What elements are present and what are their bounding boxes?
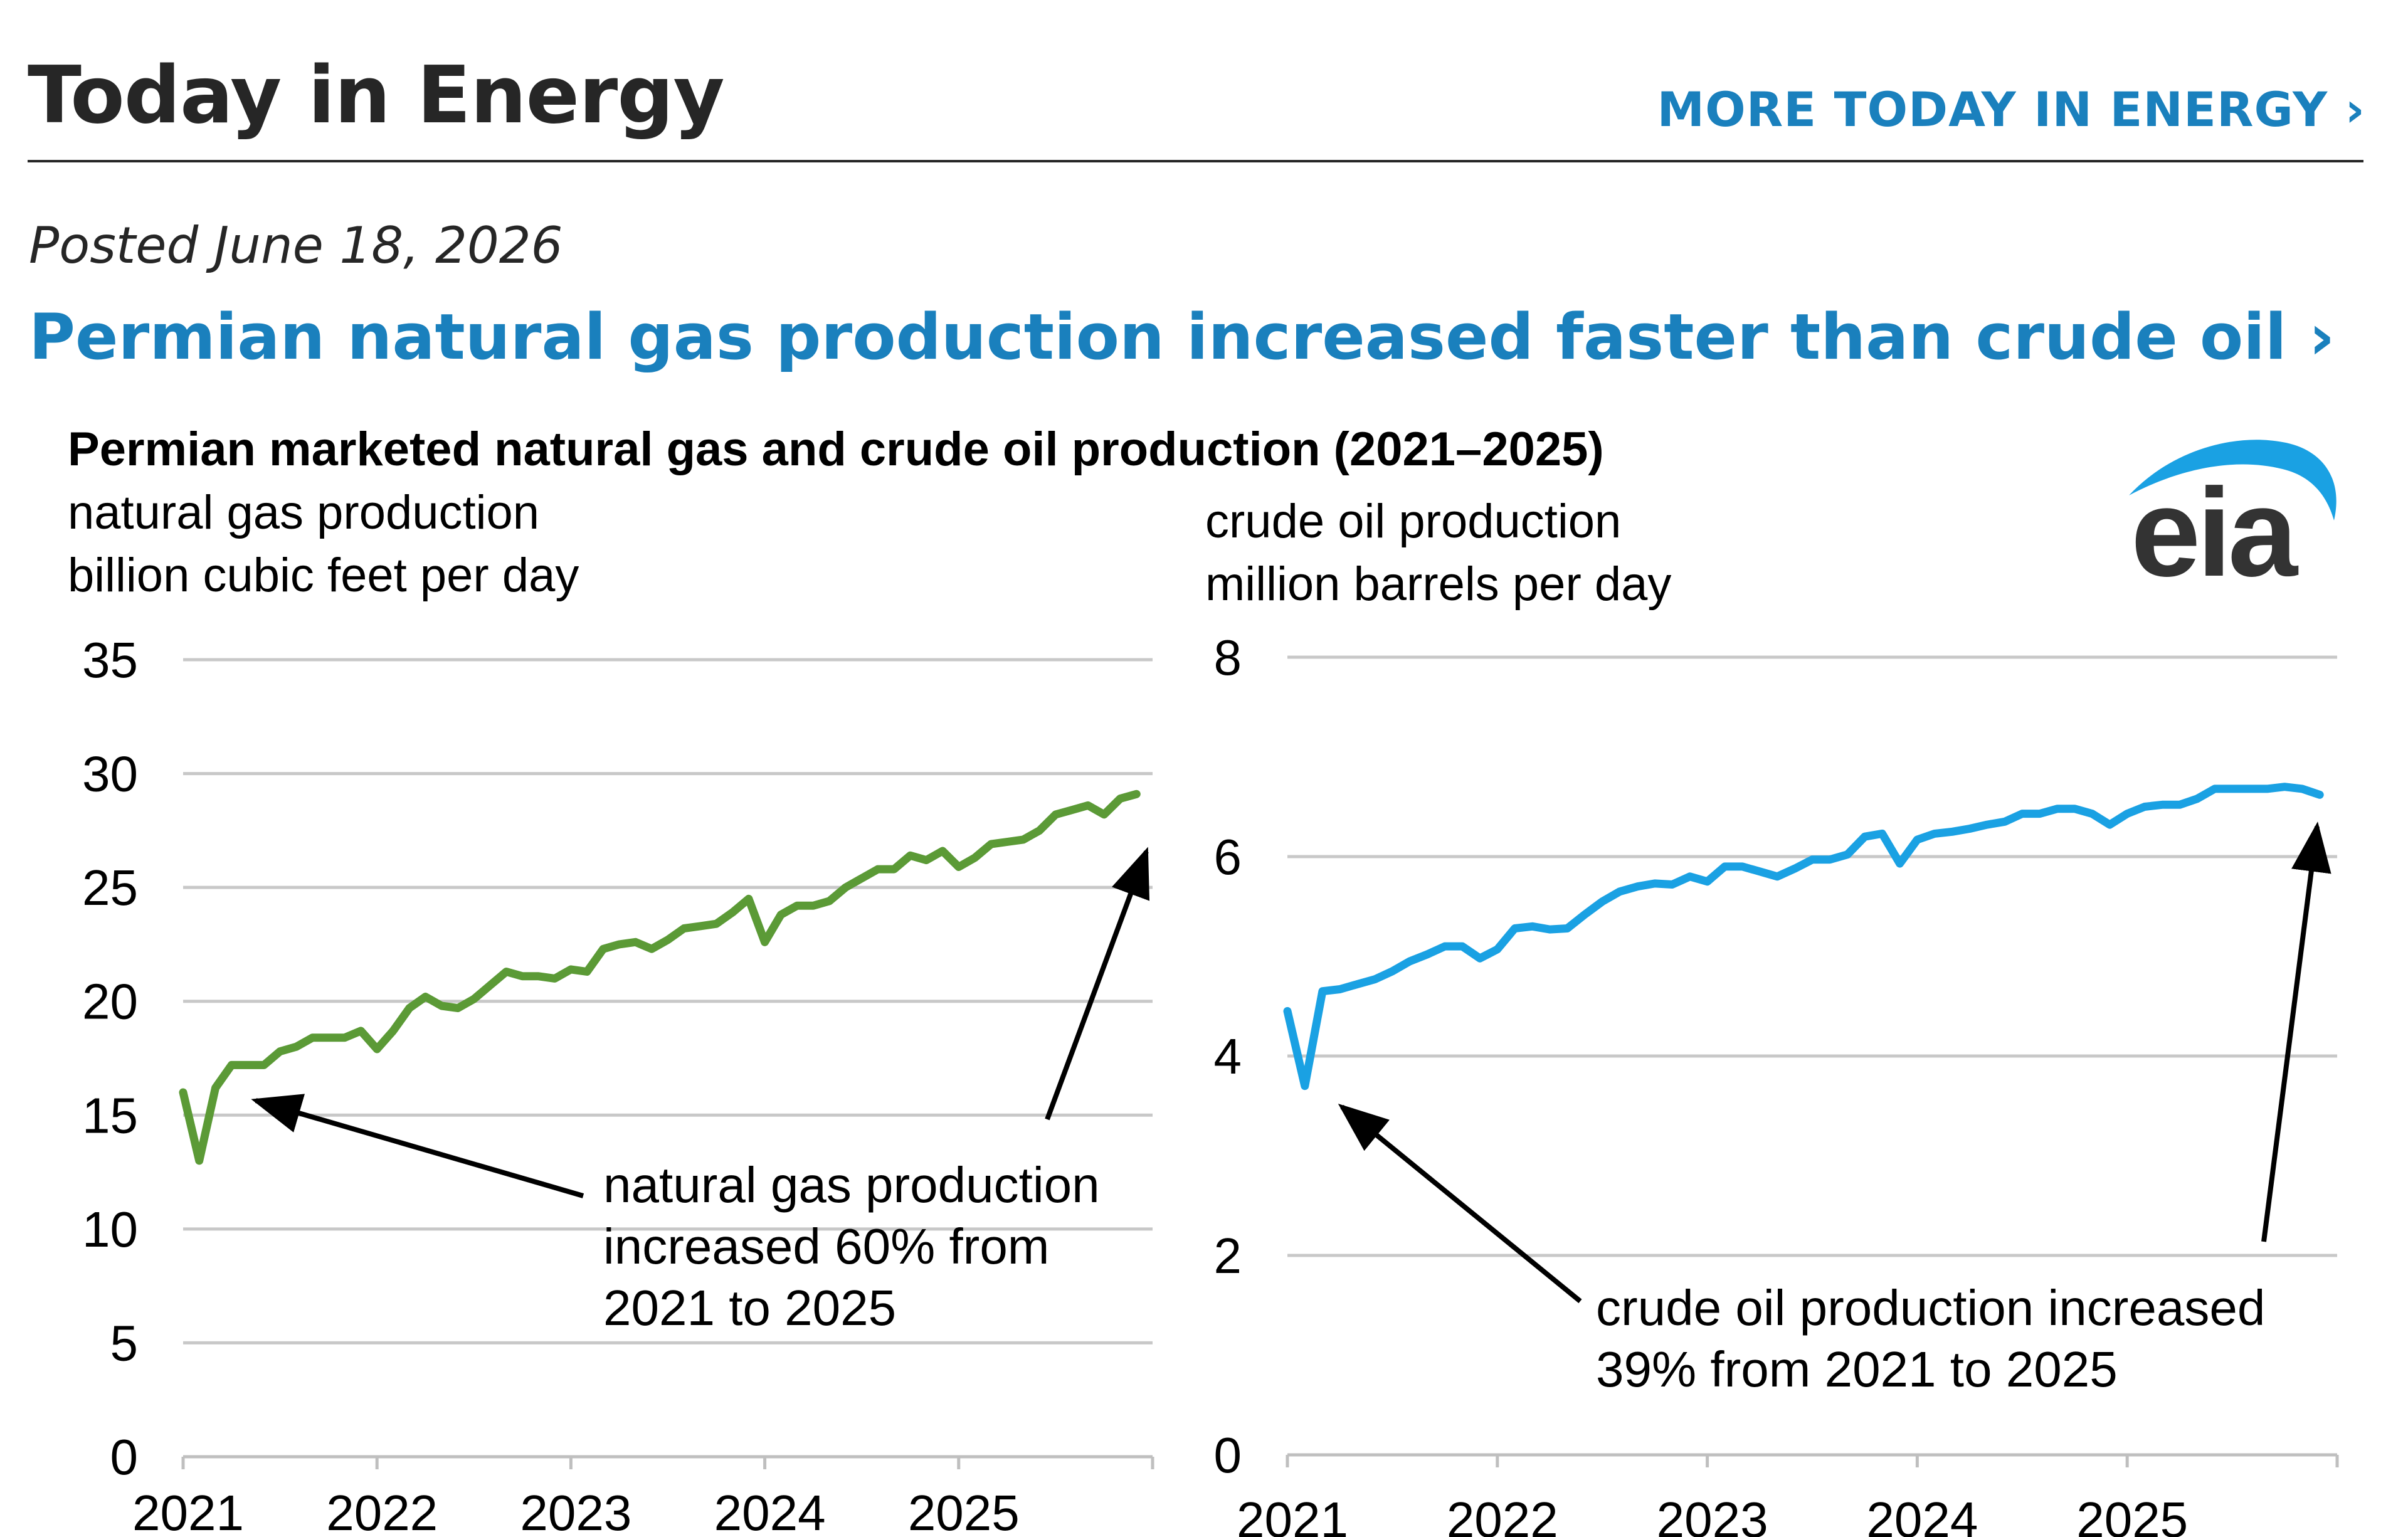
oil-y-tick-label: 6 — [1214, 829, 1242, 885]
gas-chart-panel: natural gas production billion cubic feet… — [68, 486, 1154, 1537]
gas-y-tick-label: 5 — [110, 1315, 139, 1371]
gas-annotation-arrow — [1045, 847, 1150, 1121]
gas-y-tick-label: 35 — [82, 632, 138, 688]
oil-y-tick-label: 8 — [1214, 630, 1242, 685]
gas-x-tick-label: 2024 — [714, 1485, 826, 1537]
oil-x-tick-label: 2024 — [1866, 1492, 1978, 1537]
gas-x-tick-label: 2022 — [326, 1485, 438, 1537]
figure-title: Permian marketed natural gas and crude o… — [68, 423, 1604, 476]
oil-unit-label-line1: crude oil production — [1205, 495, 1621, 548]
gas-annotation-text: increased 60% from — [603, 1218, 1049, 1274]
oil-unit-label-line2: million barrels per day — [1205, 557, 1671, 611]
gas-x-tick-label: 2025 — [908, 1485, 1020, 1537]
gas-unit-label-line1: natural gas production — [68, 486, 539, 539]
eia-logo-icon: eia — [2129, 440, 2337, 603]
posted-date: Posted June 18, 2026 — [29, 216, 563, 275]
gas-series-line — [179, 790, 1141, 1165]
gas-annotation-arrow — [251, 1094, 584, 1198]
more-today-in-energy-link[interactable]: MORE TODAY IN ENERGY › — [1657, 82, 2365, 137]
gas-x-tick-label: 2023 — [520, 1485, 631, 1537]
oil-y-tick-label: 4 — [1214, 1028, 1242, 1084]
oil-x-tick-label: 2021 — [1237, 1492, 1348, 1537]
oil-annotation-arrow — [2261, 821, 2331, 1242]
oil-x-tick-label: 2023 — [1657, 1492, 1768, 1537]
oil-chart-panel: crude oil production million barrels per … — [1205, 495, 2339, 1537]
header-divider — [28, 160, 2363, 162]
gas-y-tick-label: 0 — [110, 1429, 139, 1485]
gas-y-tick-label: 25 — [82, 860, 138, 916]
gas-y-tick-label: 10 — [82, 1202, 138, 1257]
gas-y-tick-label: 20 — [82, 974, 138, 1030]
oil-annotation-text: crude oil production increased — [1596, 1280, 2265, 1336]
oil-series-line — [1283, 783, 2324, 1091]
eia-logo-swoosh — [2129, 440, 2337, 520]
gas-y-tick-label: 30 — [82, 746, 138, 802]
oil-x-tick-label: 2025 — [2076, 1492, 2188, 1537]
gas-y-tick-label: 15 — [82, 1087, 138, 1143]
eia-logo-text: eia — [2131, 463, 2299, 603]
gas-x-tick-label: 2021 — [132, 1485, 244, 1537]
oil-y-tick-label: 0 — [1214, 1427, 1242, 1483]
gas-unit-label-line2: billion cubic feet per day — [68, 549, 579, 602]
oil-y-tick-label: 2 — [1214, 1228, 1242, 1284]
gas-annotation-text: 2021 to 2025 — [603, 1280, 896, 1336]
gas-annotation-text: natural gas production — [603, 1157, 1100, 1213]
oil-x-tick-label: 2022 — [1447, 1492, 1558, 1537]
page-title: Today in Energy — [28, 49, 725, 141]
oil-annotation-text: 39% from 2021 to 2025 — [1596, 1341, 2118, 1397]
article-headline-link[interactable]: Permian natural gas production increased… — [29, 300, 2335, 374]
oil-annotation-arrow — [1338, 1103, 1582, 1304]
